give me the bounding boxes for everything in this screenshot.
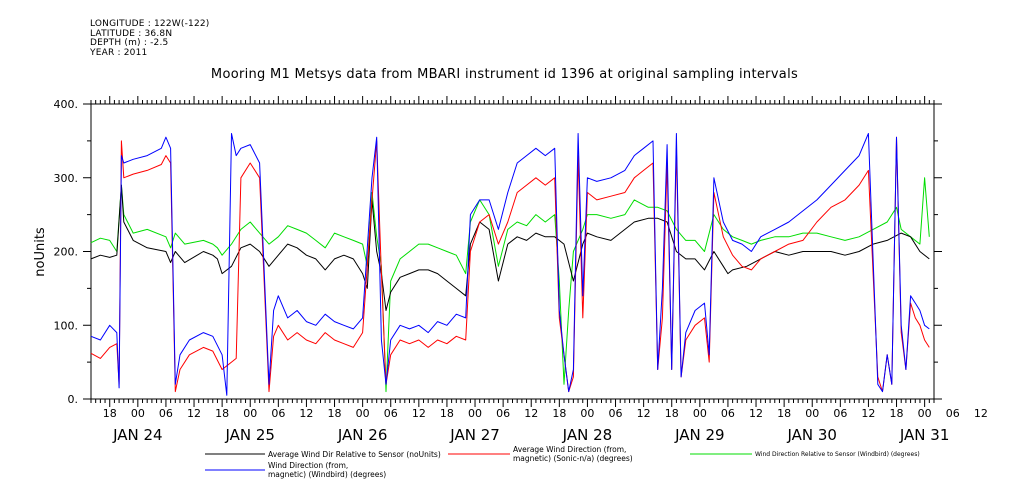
day-label: JAN 28 (562, 426, 613, 444)
series-line-0 (90, 184, 930, 311)
axis-labels: 18 00 06 12 18 00 06 12 18 00 06 12 18 00 06 12 18 00 06 12… (54, 98, 988, 444)
legend-label: Wind Direction Relative to Sensor (Windb… (755, 451, 920, 458)
x-tick-label: 12 (974, 407, 988, 420)
y-axis-label: noUnits (33, 227, 48, 277)
x-tick-label: 12 (412, 407, 426, 420)
x-tick-label: 06 (946, 407, 960, 420)
y-tick-label: 400. (54, 98, 79, 111)
x-tick-label: 06 (721, 407, 735, 420)
y-tick-label: 100. (54, 319, 79, 332)
y-tick-label: 300. (54, 172, 79, 185)
legend-label: Average Wind Dir Relative to Sensor (noU… (268, 450, 441, 459)
legend-label: Wind Direction (from, (268, 461, 348, 470)
x-tick-label: 06 (833, 407, 847, 420)
x-tick-label: 00 (243, 407, 257, 420)
day-label: JAN 24 (112, 426, 163, 444)
series-line-1 (90, 136, 930, 393)
x-tick-label: 18 (665, 407, 679, 420)
x-tick-label: 18 (215, 407, 229, 420)
x-tick-label: 18 (103, 407, 117, 420)
latitude-label: LATITUDE : 36.8N (90, 28, 173, 39)
day-label: JAN 25 (224, 426, 275, 444)
y-tick-label: 0. (68, 393, 79, 406)
x-tick-label: 12 (187, 407, 201, 420)
legend: Average Wind Dir Relative to Sensor (noU… (205, 445, 920, 479)
x-tick-label: 12 (524, 407, 538, 420)
series-line-3 (90, 133, 930, 396)
longitude-label: LONGITUDE : 122W(-122) (90, 19, 210, 29)
day-label: JAN 27 (449, 426, 500, 444)
depth-label: DEPTH (m) : -2.5 (90, 38, 169, 49)
x-tick-label: 12 (749, 407, 763, 420)
day-label: JAN 31 (899, 426, 950, 444)
x-tick-label: 18 (440, 407, 454, 420)
chart-title: Mooring M1 Metsys data from MBARI instru… (210, 67, 799, 82)
day-label: JAN 26 (337, 426, 388, 444)
x-tick-label: 00 (580, 407, 594, 420)
x-tick-label: 00 (356, 407, 370, 420)
x-tick-label: 06 (271, 407, 285, 420)
year-label: YEAR : 2011 (90, 47, 148, 58)
x-tick-label: 06 (609, 407, 623, 420)
x-tick-label: 00 (131, 407, 145, 420)
legend-label: magnetic) (Windbird) (degrees) (268, 470, 386, 479)
x-tick-label: 18 (890, 407, 904, 420)
x-tick-label: 00 (805, 407, 819, 420)
x-tick-label: 00 (693, 407, 707, 420)
y-tick-label: 200. (54, 246, 79, 259)
x-tick-label: 12 (637, 407, 651, 420)
day-label: JAN 29 (674, 426, 725, 444)
x-tick-label: 18 (777, 407, 791, 420)
x-tick-label: 18 (328, 407, 342, 420)
legend-label: Average Wind Direction (from, (513, 445, 626, 454)
axis-ticks (83, 96, 942, 407)
x-tick-label: 00 (918, 407, 932, 420)
day-label: JAN 30 (786, 426, 837, 444)
x-tick-label: 12 (299, 407, 313, 420)
x-tick-label: 18 (552, 407, 566, 420)
series-layer (90, 133, 930, 396)
x-tick-label: 06 (384, 407, 398, 420)
legend-label: magnetic) (Sonic-n/a) (degrees) (513, 454, 633, 463)
metadata-block: LONGITUDE : 122W(-122) LATITUDE : 36.8N … (90, 19, 210, 58)
x-tick-label: 00 (468, 407, 482, 420)
x-tick-label: 12 (861, 407, 875, 420)
x-tick-label: 06 (159, 407, 173, 420)
x-tick-label: 06 (496, 407, 510, 420)
